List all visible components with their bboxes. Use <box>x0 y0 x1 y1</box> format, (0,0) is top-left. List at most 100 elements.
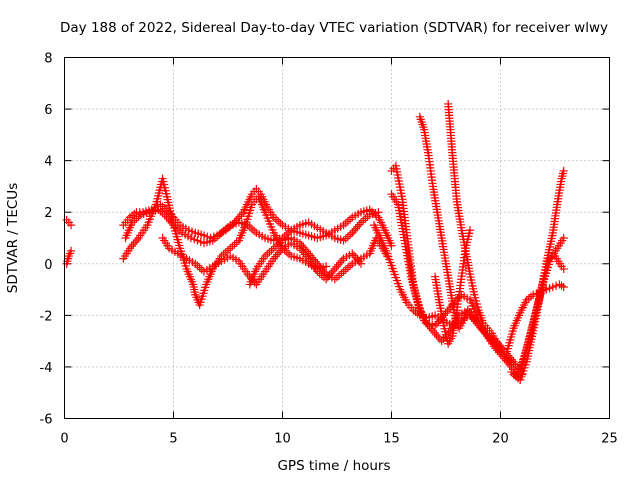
data-point <box>182 264 191 274</box>
data-point <box>548 228 557 237</box>
data-point <box>502 347 512 356</box>
data-point <box>197 295 206 304</box>
data-point <box>462 238 472 247</box>
series-g <box>246 234 390 286</box>
data-point <box>471 296 481 306</box>
data-point <box>415 304 424 313</box>
data-point <box>559 282 568 292</box>
data-point <box>555 280 564 289</box>
data-point <box>465 270 475 279</box>
data-point <box>187 227 197 236</box>
data-point <box>239 208 248 217</box>
data-point <box>391 161 400 170</box>
data-point <box>191 228 200 237</box>
data-point <box>465 226 475 235</box>
data-point <box>395 282 404 291</box>
data-point <box>448 151 457 160</box>
data-point <box>127 218 137 227</box>
data-point <box>247 190 257 199</box>
data-point <box>413 298 422 307</box>
data-point <box>295 228 305 237</box>
data-point <box>465 295 475 304</box>
data-point <box>402 298 411 307</box>
data-point <box>509 324 518 333</box>
data-point <box>226 251 235 261</box>
data-point <box>415 112 424 121</box>
data-point <box>199 231 209 240</box>
data-point <box>348 249 357 258</box>
data-point <box>396 285 405 294</box>
x-tick-label: 20 <box>492 432 509 447</box>
data-point <box>450 174 459 183</box>
data-point <box>217 228 226 237</box>
data-point <box>557 174 566 183</box>
data-point <box>387 190 396 199</box>
data-point <box>474 306 483 315</box>
data-point <box>448 331 457 341</box>
data-point <box>559 233 568 243</box>
data-point <box>356 254 366 263</box>
data-point <box>356 218 366 227</box>
data-point <box>365 249 374 258</box>
data-point <box>201 283 210 292</box>
data-point <box>500 352 509 361</box>
data-point <box>330 233 339 243</box>
x-tick-label: 0 <box>60 432 68 447</box>
y-tick-label: -6 <box>40 413 53 428</box>
data-point <box>189 280 198 289</box>
data-point <box>252 184 261 194</box>
data-point <box>278 236 287 245</box>
y-axis-label: SDTVAR / TECUs <box>5 183 21 293</box>
data-point <box>465 229 474 238</box>
data-point <box>295 221 305 230</box>
data-point <box>208 236 217 245</box>
data-point <box>471 293 480 302</box>
data-point <box>269 213 278 222</box>
data-point <box>322 270 331 279</box>
data-point <box>119 254 128 263</box>
data-point <box>263 214 272 223</box>
data-point <box>393 279 403 288</box>
data-point <box>143 221 152 230</box>
y-tick-labels: -6 -4 -2 0 2 4 6 8 <box>40 52 53 428</box>
data-point <box>390 270 399 279</box>
data-point <box>459 316 468 325</box>
data-point <box>452 197 461 206</box>
data-point <box>278 244 287 253</box>
data-point <box>125 213 134 222</box>
data-point <box>407 272 416 281</box>
data-point <box>516 308 525 317</box>
data-point <box>463 235 472 244</box>
data-points <box>62 99 568 384</box>
data-point <box>516 375 525 384</box>
data-point <box>242 218 251 227</box>
data-point <box>146 212 156 221</box>
data-point <box>388 264 397 273</box>
data-point <box>553 244 562 253</box>
data-point <box>245 209 254 218</box>
data-point <box>178 228 187 237</box>
data-point <box>509 370 518 379</box>
data-point <box>369 221 379 230</box>
data-point <box>356 208 366 217</box>
series-p <box>511 169 568 383</box>
data-point <box>437 233 446 243</box>
data-point <box>264 216 273 226</box>
data-point <box>313 233 322 243</box>
data-point <box>64 251 73 261</box>
data-point <box>158 174 167 183</box>
data-point <box>422 313 431 323</box>
data-point <box>151 200 161 209</box>
data-point <box>169 221 178 230</box>
data-point <box>191 259 200 268</box>
x-tick-labels: 0 5 10 15 20 25 <box>60 432 617 447</box>
data-point <box>380 226 390 235</box>
data-point <box>269 228 278 237</box>
data-point <box>260 251 270 261</box>
data-point <box>444 99 453 109</box>
data-point <box>385 255 394 264</box>
data-point <box>431 311 440 320</box>
data-point <box>199 289 208 298</box>
data-point <box>226 244 235 253</box>
data-point <box>181 261 190 271</box>
